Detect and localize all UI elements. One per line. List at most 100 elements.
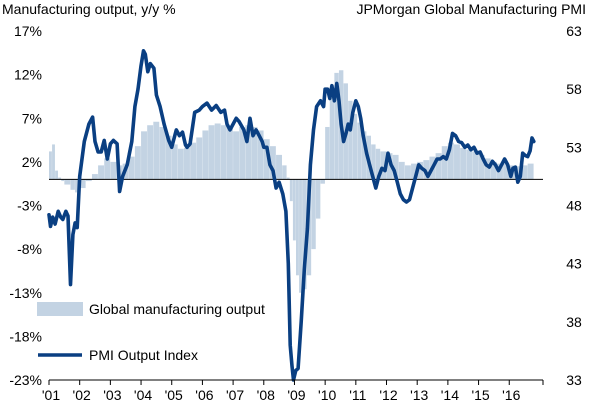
- output-bar: [196, 137, 203, 180]
- chart-title-left: Manufacturing output, y/y %: [2, 1, 176, 17]
- output-bar: [85, 179, 92, 182]
- output-bar: [104, 158, 111, 180]
- x-tick-label: '14: [441, 387, 459, 403]
- output-bar: [527, 163, 534, 180]
- x-tick-label: '13: [410, 387, 428, 403]
- output-bar: [302, 179, 307, 290]
- output-bar: [220, 125, 227, 180]
- output-bar: [521, 165, 528, 180]
- left-axis-tick-labels: 17% 12% 7% 2% -3% -8% -13% -18% -23%: [9, 23, 42, 388]
- output-bar: [165, 135, 172, 180]
- output-bar: [286, 177, 290, 180]
- output-bar: [153, 121, 160, 180]
- output-bar: [251, 126, 258, 180]
- output-bar: [245, 125, 252, 180]
- output-bar: [64, 179, 71, 185]
- x-tick-label: '16: [502, 387, 520, 403]
- output-bar: [202, 130, 209, 180]
- chart-title-right: JPMorgan Global Manufacturing PMI: [356, 1, 586, 17]
- left-tick-label: -3%: [17, 198, 42, 214]
- right-tick-label: 33: [566, 372, 582, 388]
- output-bar: [348, 100, 353, 180]
- output-bar: [315, 179, 321, 219]
- output-bar: [478, 154, 485, 180]
- left-tick-label: -13%: [9, 285, 42, 301]
- output-bar: [490, 161, 497, 180]
- output-bar: [134, 146, 141, 180]
- output-bar: [454, 144, 460, 180]
- output-bar: [392, 154, 399, 180]
- output-bar: [386, 153, 393, 180]
- output-bar: [239, 126, 246, 180]
- x-tick-label: '08: [257, 387, 275, 403]
- output-bar: [128, 156, 135, 180]
- left-tick-label: 2%: [22, 154, 42, 170]
- x-tick-label: '15: [471, 387, 489, 403]
- output-bar: [269, 146, 276, 180]
- legend: Global manufacturing output PMI Output I…: [37, 301, 265, 363]
- output-bar: [98, 165, 105, 180]
- left-tick-label: -23%: [9, 372, 42, 388]
- x-tick-label: '12: [379, 387, 397, 403]
- x-axis-tick-marks: [48, 380, 544, 385]
- left-tick-label: -18%: [9, 328, 42, 344]
- output-bar: [466, 149, 473, 180]
- output-bar: [190, 142, 197, 180]
- output-bar: [263, 139, 270, 180]
- right-axis-tick-labels: 63 58 53 48 43 38 33: [566, 23, 582, 388]
- output-bar: [371, 144, 376, 180]
- output-bar: [404, 165, 411, 180]
- output-bar: [208, 125, 215, 180]
- output-bar: [257, 130, 264, 180]
- output-bar: [159, 126, 166, 180]
- output-bar: [411, 163, 417, 180]
- output-bar: [49, 151, 52, 180]
- line-series-pmi-output-index: [47, 49, 536, 382]
- x-tick-label: '02: [73, 387, 91, 403]
- output-bar: [361, 131, 367, 180]
- output-bar: [91, 174, 98, 180]
- output-bar: [417, 161, 424, 180]
- left-tick-label: -8%: [17, 241, 42, 257]
- output-bar: [171, 144, 178, 180]
- output-bar: [75, 179, 80, 193]
- output-bar: [484, 158, 491, 180]
- right-tick-label: 43: [566, 256, 582, 272]
- left-tick-label: 17%: [14, 23, 42, 39]
- right-tick-label: 48: [566, 198, 582, 214]
- output-bar: [460, 147, 467, 180]
- output-bar: [296, 179, 299, 276]
- output-bar: [226, 126, 233, 180]
- x-tick-label: '01: [42, 387, 60, 403]
- output-bar: [233, 131, 240, 180]
- right-tick-label: 38: [566, 314, 582, 330]
- output-bar: [184, 147, 190, 180]
- right-tick-label: 53: [566, 139, 582, 155]
- output-bar: [320, 179, 325, 184]
- output-bar: [435, 153, 442, 180]
- output-bar: [177, 148, 184, 180]
- x-tick-label: '03: [103, 387, 121, 403]
- output-bar: [503, 163, 510, 180]
- x-tick-label: '09: [287, 387, 305, 403]
- output-bar: [55, 170, 59, 180]
- output-bar: [352, 113, 358, 180]
- x-tick-label: '11: [349, 387, 366, 403]
- output-bar: [375, 148, 381, 180]
- output-bar: [147, 125, 154, 180]
- output-bar: [398, 161, 405, 180]
- x-tick-label: '10: [318, 387, 336, 403]
- output-bar: [79, 179, 86, 189]
- output-bar: [380, 151, 387, 180]
- output-bar: [52, 144, 55, 180]
- output-bar: [289, 179, 293, 202]
- output-bar: [276, 154, 282, 180]
- legend-label-pmi: PMI Output Index: [89, 347, 198, 363]
- x-tick-label: '06: [195, 387, 213, 403]
- output-bar: [325, 126, 330, 180]
- output-bar: [334, 72, 339, 180]
- left-tick-label: 7%: [22, 110, 42, 126]
- output-bar: [515, 166, 522, 180]
- output-bar: [311, 179, 316, 250]
